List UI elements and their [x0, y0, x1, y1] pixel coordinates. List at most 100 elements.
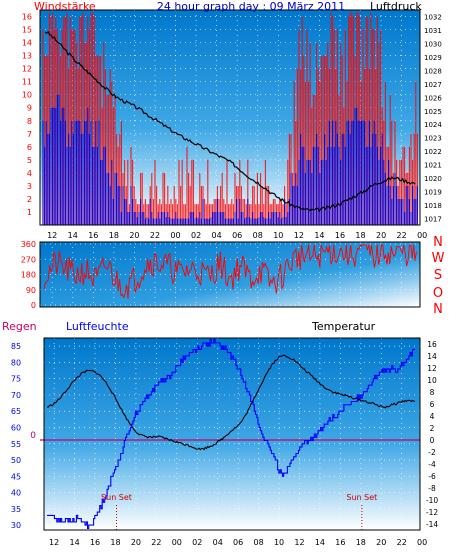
- wind-x-tick-label: 22: [397, 231, 407, 240]
- wind-x-tick-label: 10: [273, 231, 283, 240]
- wind-axis-title: Windstärke: [34, 0, 96, 13]
- temperature-x-tick-label: 18: [110, 538, 120, 547]
- compass-letter: N: [433, 235, 443, 250]
- direction-tick-label: 180: [21, 271, 36, 280]
- wind-tick-label: 14: [22, 39, 32, 48]
- temperature-x-tick-label: 22: [397, 538, 407, 547]
- temperature-tick-label: 8: [430, 388, 435, 397]
- pressure-tick-label: 1026: [424, 94, 442, 102]
- wind-x-tick-label: 12: [294, 231, 304, 240]
- pressure-tick-label: 1029: [424, 54, 442, 62]
- wind-x-tick-label: 20: [129, 231, 139, 240]
- temperature-tick-label: -4: [428, 460, 436, 469]
- humidity-series-line: [47, 339, 415, 529]
- temperature-tick-label: -6: [428, 472, 436, 481]
- temperature-tick-label: 0: [430, 436, 435, 445]
- wind-x-tick-label: 06: [232, 231, 242, 240]
- wind-tick-label: 12: [22, 65, 32, 74]
- wind-x-tick-label: 04: [212, 231, 222, 240]
- wind-x-tick-label: 16: [335, 231, 345, 240]
- humidity-tick-label: 30: [11, 521, 21, 530]
- temperature-tick-label: -12: [426, 508, 438, 517]
- temperature-x-tick-label: 06: [233, 538, 243, 547]
- temperature-panel-background: [44, 338, 420, 530]
- temperature-x-tick-label: 12: [294, 538, 304, 547]
- wind-bars: [42, 12, 418, 225]
- humidity-tick-label: 35: [11, 505, 21, 514]
- wind-tick-label: 1: [27, 208, 32, 217]
- compass-letter: N: [433, 302, 443, 317]
- temperature-x-tick-label: 00: [172, 538, 182, 547]
- axis-labels: 1234567891011121314151610171018101910201…: [11, 13, 445, 547]
- temperature-humidity-lines: [40, 339, 420, 530]
- wind-x-tick-label: 14: [68, 231, 78, 240]
- wind-tick-label: 3: [27, 182, 32, 191]
- direction-tick-label: 360: [21, 240, 36, 249]
- pressure-tick-label: 1021: [424, 162, 442, 170]
- humidity-tick-label: 50: [11, 456, 21, 465]
- humidity-tick-label: 45: [11, 472, 21, 481]
- temperature-x-tick-label: 12: [49, 538, 59, 547]
- temperature-panel-frame: [43, 337, 421, 531]
- wind-x-tick-label: 16: [88, 231, 98, 240]
- pressure-tick-label: 1017: [424, 215, 442, 223]
- temperature-axis-title: Temperatur: [311, 320, 376, 333]
- pressure-tick-label: 1022: [424, 148, 442, 156]
- temperature-x-tick-label: 08: [254, 538, 264, 547]
- temperature-series-line: [46, 354, 416, 451]
- wind-tick-label: 8: [27, 117, 32, 126]
- temperature-x-tick-label: 16: [335, 538, 345, 547]
- pressure-tick-label: 1028: [424, 67, 442, 75]
- temperature-tick-label: 12: [427, 364, 437, 373]
- wind-tick-label: 2: [27, 195, 32, 204]
- direction-tick-label: 270: [21, 255, 36, 264]
- direction-line: [43, 244, 417, 299]
- humidity-tick-label: 85: [11, 342, 21, 351]
- humidity-tick-label: 80: [11, 358, 21, 367]
- humidity-tick-label: 40: [11, 489, 21, 498]
- temperature-x-tick-label: 20: [376, 538, 386, 547]
- humidity-tick-label: 60: [11, 423, 21, 432]
- wind-tick-label: 10: [22, 91, 32, 100]
- wind-x-tick-label: 00: [170, 231, 180, 240]
- wind-x-tick-label: 08: [253, 231, 263, 240]
- pressure-tick-label: 1031: [424, 27, 442, 35]
- wind-tick-label: 4: [27, 169, 32, 178]
- humidity-tick-label: 70: [11, 391, 21, 400]
- temperature-x-tick-label: 18: [356, 538, 366, 547]
- temperature-tick-label: 4: [430, 412, 435, 421]
- wind-x-tick-label: 00: [417, 231, 427, 240]
- pressure-tick-label: 1018: [424, 202, 442, 210]
- wind-panel-frame: [39, 9, 421, 226]
- direction-series-line: [43, 244, 417, 299]
- wind-x-tick-label: 18: [109, 231, 119, 240]
- temperature-tick-label: -10: [426, 496, 438, 505]
- wind-x-tick-label: 12: [47, 231, 57, 240]
- pressure-tick-label: 1023: [424, 135, 442, 143]
- wind-x-tick-label: 14: [314, 231, 324, 240]
- wind-tick-label: 6: [27, 143, 32, 152]
- temperature-tick-label: 2: [430, 424, 435, 433]
- direction-tick-label: 90: [26, 286, 36, 295]
- wind-tick-label: 11: [22, 78, 32, 87]
- wind-tick-label: 13: [22, 52, 32, 61]
- wind-tick-label: 5: [27, 156, 32, 165]
- sunset-label: Sun Set: [346, 493, 377, 502]
- sunset-label: Sun Set: [101, 493, 132, 502]
- wind-panel-grid: [40, 10, 423, 225]
- temperature-tick-label: -14: [426, 520, 438, 529]
- direction-tick-label: 0: [31, 301, 36, 310]
- humidity-axis-title: Luftfeuchte: [66, 320, 129, 333]
- wind-x-tick-label: 02: [191, 231, 201, 240]
- wind-x-tick-label: 18: [355, 231, 365, 240]
- temperature-x-tick-label: 02: [192, 538, 202, 547]
- temperature-x-tick-label: 22: [151, 538, 161, 547]
- wind-x-tick-label: 22: [150, 231, 160, 240]
- temperature-tick-label: 10: [427, 376, 437, 385]
- compass-letter: S: [434, 268, 442, 283]
- direction-panel-frame: [39, 241, 421, 308]
- compass-letter: O: [433, 286, 443, 301]
- pressure-tick-label: 1020: [424, 175, 442, 183]
- temperature-x-tick-label: 10: [274, 538, 284, 547]
